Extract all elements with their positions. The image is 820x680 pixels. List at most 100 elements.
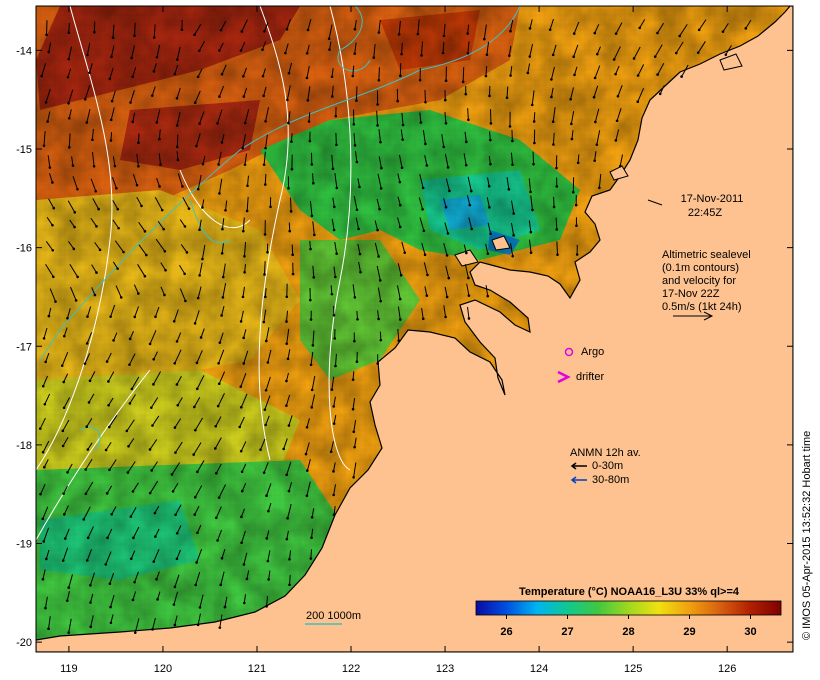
velocity-arrow: [552, 132, 555, 145]
velocity-arrow: [444, 286, 448, 298]
velocity-arrow-head: [109, 139, 113, 142]
x-tick-label: 125: [624, 663, 642, 675]
velocity-arrow: [242, 67, 248, 77]
anmn-shallow-arrowhead-icon: [570, 462, 577, 470]
velocity-arrow-head: [113, 164, 117, 168]
velocity-arrow: [69, 219, 75, 228]
velocity-arrow: [312, 221, 315, 235]
velocity-arrow: [286, 310, 289, 322]
velocity-arrow-head: [550, 95, 553, 99]
velocity-arrow-head: [290, 140, 293, 143]
velocity-arrow-head: [218, 95, 221, 98]
velocity-arrow: [215, 506, 222, 519]
velocity-arrow: [398, 20, 401, 35]
velocity-arrow: [153, 549, 160, 562]
velocity-arrow-head: [85, 121, 89, 124]
velocity-arrow-head: [239, 320, 243, 323]
velocity-arrow-head: [614, 139, 618, 142]
velocity-arrow: [531, 90, 535, 105]
velocity-arrow: [85, 458, 93, 470]
velocity-arrow: [107, 371, 115, 382]
velocity-arrow: [357, 243, 361, 255]
velocity-arrow: [201, 244, 206, 260]
velocity-arrow: [222, 282, 227, 298]
x-tick-label: 120: [154, 663, 172, 675]
velocity-arrow: [549, 19, 554, 30]
velocity-arrow-head: [396, 99, 399, 103]
velocity-arrow: [171, 462, 181, 475]
velocity-arrow: [487, 222, 492, 234]
velocity-arrow: [68, 89, 74, 104]
velocity-arrow: [352, 65, 355, 77]
velocity-arrow: [49, 173, 53, 183]
velocity-arrow-head: [332, 313, 336, 317]
colorbar-tick-label: 28: [622, 626, 634, 638]
velocity-arrow-head: [285, 473, 288, 477]
velocity-arrow-head: [86, 448, 90, 451]
velocity-arrow-head: [173, 623, 177, 627]
velocity-arrow-head: [106, 536, 109, 540]
velocity-arrow: [570, 111, 575, 124]
velocity-arrow: [111, 45, 115, 57]
velocity-arrow: [529, 43, 534, 57]
velocity-arrow-head: [218, 192, 221, 195]
velocity-arrow-head: [116, 207, 120, 211]
velocity-arrow: [218, 178, 223, 194]
velocity-arrow-head: [243, 254, 246, 258]
velocity-arrow-head: [306, 469, 309, 472]
velocity-arrow-head: [288, 583, 291, 587]
velocity-arrow-head: [313, 233, 316, 237]
velocity-arrow: [265, 415, 270, 426]
velocity-arrow: [42, 375, 49, 387]
velocity-arrow: [330, 285, 333, 295]
velocity-arrow-head: [201, 206, 204, 209]
velocity-arrow-head: [305, 76, 309, 80]
velocity-arrow-head: [66, 75, 70, 79]
velocity-arrow: [443, 305, 447, 318]
velocity-arrow: [172, 482, 179, 492]
velocity-arrow: [132, 67, 137, 77]
velocity-arrow: [307, 19, 312, 31]
velocity-arrow: [196, 375, 205, 389]
velocity-arrow-head: [264, 423, 267, 427]
velocity-arrow: [72, 176, 78, 190]
velocity-arrow-head: [47, 314, 51, 318]
velocity-arrow-head: [533, 141, 536, 145]
velocity-arrow-head: [598, 186, 601, 190]
velocity-arrow: [218, 151, 222, 165]
velocity-arrow-head: [217, 382, 221, 386]
velocity-arrow: [157, 220, 165, 230]
y-axis: -14 -15 -16 -17 -18 -19 -20: [16, 45, 793, 649]
velocity-arrow-head: [245, 209, 249, 213]
velocity-arrow: [197, 286, 202, 299]
velocity-arrow: [112, 261, 119, 269]
velocity-arrow-head: [180, 28, 184, 31]
island: [719, 53, 743, 71]
velocity-arrow: [424, 155, 428, 166]
isobath-legend-label: 200 1000m: [306, 610, 361, 622]
velocity-arrow-head: [311, 181, 315, 185]
velocity-arrow: [138, 221, 146, 232]
y-tick-label: -20: [16, 637, 32, 649]
velocity-arrow: [421, 307, 424, 319]
x-tick-label: 126: [718, 663, 736, 675]
velocity-arrow: [240, 373, 247, 387]
velocity-arrow-head: [85, 425, 89, 428]
isobath-contours: [39, 6, 521, 451]
velocity-arrow-head: [744, 27, 748, 30]
argo-marker-icon: [564, 347, 574, 357]
velocity-arrow-head: [152, 560, 156, 563]
velocity-arrow: [354, 437, 357, 448]
velocity-arrow-head: [355, 99, 358, 102]
velocity-arrow: [332, 462, 336, 472]
velocity-arrow: [679, 24, 688, 37]
velocity-arrow: [174, 349, 182, 364]
velocity-arrow-head: [678, 34, 681, 38]
velocity-arrow: [424, 286, 428, 296]
velocity-arrow-head: [76, 275, 79, 279]
velocity-arrow-head: [94, 189, 98, 193]
velocity-arrow: [508, 45, 512, 56]
velocity-arrow: [355, 151, 358, 163]
velocity-arrow-head: [44, 360, 48, 364]
